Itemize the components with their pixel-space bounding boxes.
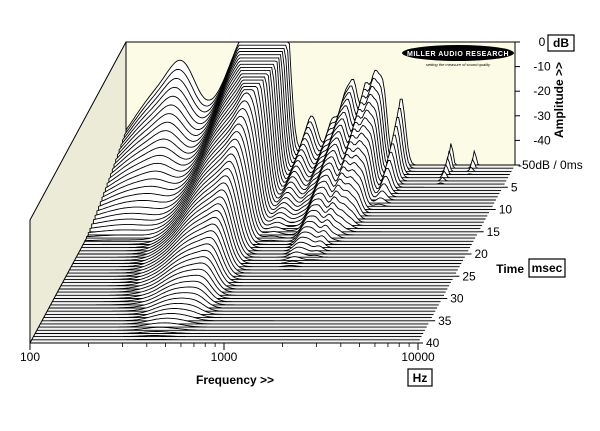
z-tick-label: -20 bbox=[533, 84, 551, 98]
waterfall-slice bbox=[42, 313, 431, 322]
time-tick-label: 30 bbox=[450, 292, 464, 306]
z-tick-label: -10 bbox=[533, 60, 551, 74]
z-tick-label: -50dB / 0ms bbox=[518, 158, 583, 172]
logo-brand: MILLER AUDIO RESEARCH bbox=[407, 51, 509, 58]
time-axis-label: Time bbox=[496, 262, 524, 276]
z-tick-label: 0 bbox=[539, 35, 546, 49]
waterfall-traces bbox=[30, 41, 515, 344]
waterfall-slice bbox=[38, 322, 427, 328]
logo-tagline: setting the measure of sound quality bbox=[426, 62, 491, 67]
waterfall-slice bbox=[33, 335, 422, 338]
waterfall-slice bbox=[43, 308, 432, 319]
waterfall-slice bbox=[47, 297, 436, 312]
hz-unit-box bbox=[407, 368, 433, 387]
time-tick-label: 20 bbox=[475, 247, 489, 261]
x-tick-label: 1000 bbox=[211, 350, 238, 364]
hz-unit-label: Hz bbox=[413, 371, 428, 385]
waterfall-slice bbox=[40, 317, 429, 325]
waterfall-slice bbox=[52, 280, 441, 303]
z-tick-label: -40 bbox=[533, 133, 551, 147]
x-tick-label: 10000 bbox=[401, 350, 435, 364]
waterfall-slice bbox=[50, 286, 439, 306]
time-tick-label: 40 bbox=[426, 336, 440, 350]
waterfall-slice bbox=[45, 302, 434, 315]
time-tick-label: 35 bbox=[438, 314, 452, 328]
time-tick-label: 15 bbox=[487, 225, 501, 239]
miller-audio-research-logo: MILLER AUDIO RESEARCH setting the measur… bbox=[402, 45, 514, 67]
db-unit-box bbox=[547, 34, 575, 52]
waterfall-slice bbox=[57, 262, 446, 293]
waterfall-slice bbox=[60, 249, 450, 287]
time-tick-label: 10 bbox=[499, 203, 513, 217]
waterfall-slice bbox=[48, 292, 438, 309]
x-tick-label: 100 bbox=[20, 350, 40, 364]
waterfall-slice bbox=[59, 256, 448, 290]
waterfall-slice bbox=[55, 268, 444, 296]
amplitude-axis-label: Amplitude >> bbox=[552, 62, 566, 138]
msec-unit-label: msec bbox=[532, 261, 563, 275]
time-tick-label: 5 bbox=[511, 180, 518, 194]
time-tick-label: 25 bbox=[462, 269, 476, 283]
waterfall-slice bbox=[36, 326, 425, 331]
frequency-axis-label: Frequency >> bbox=[196, 373, 274, 387]
waterfall-slice bbox=[62, 243, 451, 284]
waterfall-slice bbox=[54, 274, 443, 299]
logo-oval bbox=[402, 45, 514, 61]
z-tick-label: -30 bbox=[533, 109, 551, 123]
waterfall-slice bbox=[35, 331, 424, 334]
msec-unit-box bbox=[528, 258, 566, 278]
db-unit-label: dB bbox=[553, 36, 569, 50]
